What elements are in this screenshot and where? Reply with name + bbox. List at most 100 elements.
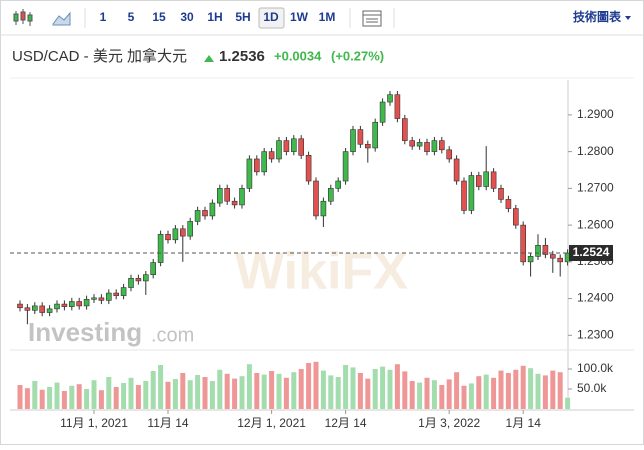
interval-button[interactable]: 1H — [207, 10, 222, 24]
volume-bar — [143, 381, 149, 409]
plot — [17, 91, 571, 409]
candle-body — [46, 308, 53, 313]
x-tick-label: 12月 14 — [325, 416, 367, 430]
candle-body — [187, 221, 193, 237]
y-tick-label: 1.2400 — [577, 291, 614, 305]
volume-bar — [365, 378, 371, 409]
volume-bar — [357, 373, 363, 409]
volume-bar — [121, 383, 127, 409]
volume-bar — [343, 365, 349, 409]
volume-bar — [180, 373, 186, 409]
candle-body — [83, 299, 90, 307]
candle-body — [461, 180, 467, 211]
candle-body — [350, 129, 356, 152]
candle-body — [194, 210, 201, 222]
volume-bar — [39, 389, 45, 409]
y-tick-label: 1.2600 — [577, 217, 614, 231]
candle-body — [542, 245, 549, 255]
candle-body — [401, 118, 408, 141]
candle-body — [424, 142, 430, 152]
volume-bar — [291, 372, 297, 409]
volume-bar — [172, 379, 178, 409]
volume-bar — [461, 385, 467, 409]
interval-button[interactable]: 1M — [319, 10, 336, 24]
volume-bar — [91, 380, 97, 409]
interval-button[interactable]: 1 — [100, 10, 107, 24]
candle-body — [520, 224, 527, 263]
volume-bar — [269, 371, 275, 409]
candle-body — [128, 278, 134, 288]
volume-bar — [439, 385, 445, 409]
volume-bar — [505, 373, 511, 409]
candle-body — [224, 188, 230, 202]
candle-body — [165, 233, 171, 241]
candle-body — [320, 200, 327, 217]
candle-body — [150, 262, 156, 275]
candle-body — [135, 278, 142, 282]
candle-body — [261, 151, 268, 173]
volume-bar — [535, 373, 541, 409]
candle-body — [535, 245, 541, 257]
volume-bar — [128, 377, 134, 409]
candle-body — [416, 142, 423, 147]
interval-button[interactable]: 5H — [235, 10, 250, 24]
volume-bar — [261, 374, 267, 409]
candle-body — [453, 158, 460, 182]
volume-bar — [298, 369, 304, 409]
volume-bar — [498, 370, 504, 409]
y-tick-label: 1.2800 — [577, 144, 614, 158]
candle-body — [17, 303, 23, 309]
candle-body — [69, 301, 75, 307]
volume-bar — [306, 363, 312, 409]
candle-body — [54, 303, 60, 310]
candle-body — [342, 151, 349, 182]
brand-suffix: .com — [151, 324, 194, 346]
candle-body — [180, 228, 186, 237]
toolbar: 技術圖表 — [0, 7, 644, 36]
volume-bar — [165, 381, 171, 409]
interval-button[interactable]: 15 — [152, 10, 166, 24]
candle-body — [394, 94, 401, 119]
candle-body — [438, 140, 445, 151]
volume-bar — [202, 377, 208, 409]
volume-bar — [528, 368, 534, 409]
candle-body — [31, 305, 38, 311]
volume-bar — [394, 364, 400, 409]
volume-bar — [542, 375, 548, 409]
x-tick-label: 1月 14 — [506, 416, 542, 430]
candle-body — [239, 188, 245, 206]
candle-body — [468, 175, 475, 211]
candle-body — [557, 257, 564, 263]
price: 1.2536 — [219, 48, 265, 65]
interval-button[interactable]: 30 — [180, 10, 194, 24]
volume-bar — [47, 387, 53, 409]
table-icon[interactable] — [362, 10, 382, 27]
candle-body — [24, 307, 31, 311]
symbol: USD/CAD - 美元 加拿大元 — [12, 47, 187, 65]
interval-button[interactable]: 5 — [128, 10, 135, 24]
last-price-label: 1.2524 — [573, 245, 610, 259]
interval-button[interactable]: 1D — [263, 10, 279, 24]
candle-icon[interactable] — [13, 9, 33, 26]
candle-body — [327, 188, 334, 202]
interval-button[interactable]: 1W — [290, 10, 309, 24]
volume-bar — [32, 381, 38, 409]
chart-menu[interactable]: 技術圖表 — [573, 9, 622, 24]
volume-bar — [520, 365, 526, 409]
candle-body — [254, 158, 260, 173]
volume-bar — [372, 369, 378, 409]
volume-bar — [217, 369, 223, 409]
overlay-watermark: WikiFX — [235, 243, 408, 301]
volume-bar — [106, 377, 112, 409]
candle-body — [475, 175, 482, 187]
last-price-box — [569, 245, 613, 262]
area-icon[interactable] — [52, 11, 71, 26]
candle-body — [505, 199, 512, 209]
candle-body — [276, 140, 282, 160]
volume-bar — [424, 377, 430, 409]
candle-body — [335, 180, 342, 189]
volume-bar — [335, 377, 341, 409]
candle-body — [157, 233, 164, 263]
candle-body — [283, 140, 290, 152]
